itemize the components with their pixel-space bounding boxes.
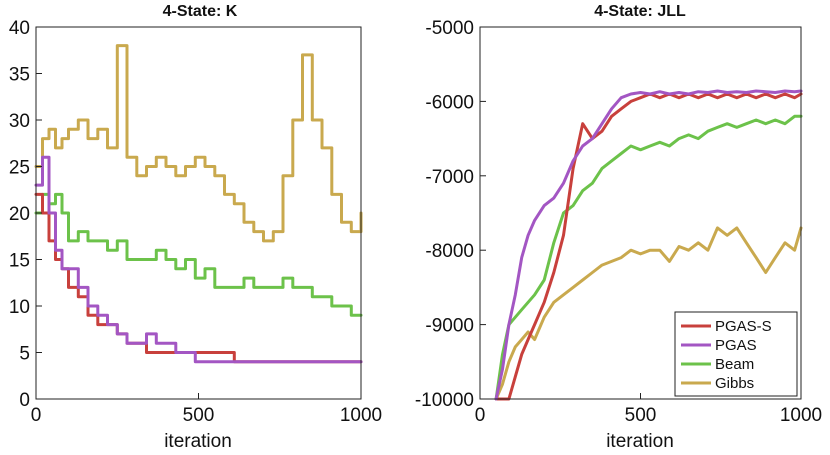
y-tick-label: 15	[9, 251, 30, 272]
y-tick-label: 35	[9, 65, 30, 86]
y-tick-label: -10000	[415, 390, 474, 411]
legend-label: Beam	[715, 356, 754, 373]
legend-label: PGAS-S	[715, 318, 772, 335]
x-tick-label: 0	[475, 405, 486, 426]
y-tick-label: 30	[9, 111, 30, 132]
legend: PGAS-S PGAS Beam Gibbs	[674, 311, 798, 397]
series-line-pgas	[494, 89, 803, 401]
y-tick-label: -6000	[425, 92, 474, 113]
chart-title: 4-State: K	[163, 3, 238, 20]
x-tick-label: 1000	[340, 405, 382, 426]
x-tick-label: 0	[31, 405, 42, 426]
y-tick-label: 40	[9, 18, 30, 39]
y-tick-label: -5000	[425, 18, 474, 39]
plot-area: 0 5 10 15 20 25 30 35 40 0 500 1000	[9, 18, 382, 426]
x-tick-label: 1000	[780, 405, 822, 426]
y-tick-label: 20	[9, 204, 30, 225]
series-line-beam	[34, 192, 363, 317]
chart-title: 4-State: JLL	[594, 3, 686, 20]
y-tick-label: -9000	[425, 316, 474, 337]
y-tick-label: -8000	[425, 241, 474, 262]
axes-frame	[35, 26, 362, 400]
y-tick-label: -7000	[425, 167, 474, 188]
series-line-pgas	[34, 155, 363, 364]
series-line-gibbs	[34, 44, 363, 243]
axes-frame	[479, 26, 802, 400]
x-axis-label: iteration	[164, 431, 232, 452]
y-tick-label: 5	[19, 344, 30, 365]
x-axis-label: iteration	[606, 431, 674, 452]
y-tick-label: 25	[9, 158, 30, 179]
plot-area: -10000 -9000 -8000 -7000 -6000 -5000 0 500 1000	[415, 18, 822, 426]
y-tick-label: 10	[9, 297, 30, 318]
series-line-gibbs	[494, 226, 803, 401]
series-line-beam	[494, 114, 803, 401]
x-tick-label: 500	[183, 405, 215, 426]
x-tick-label: 500	[625, 405, 657, 426]
chart-panel-jll: 4-State: JLL -10000-9000-8000-7000-6000-…	[415, 3, 822, 452]
chart-panel-k: 4-State: K 0 5 10 15 20 25 30 35 40 0 500 1000 iter…	[9, 3, 382, 452]
series-line-pgas-s	[494, 92, 803, 401]
y-tick-label: 0	[19, 390, 30, 411]
legend-label: PGAS	[715, 337, 757, 354]
legend-label: Gibbs	[715, 375, 754, 392]
